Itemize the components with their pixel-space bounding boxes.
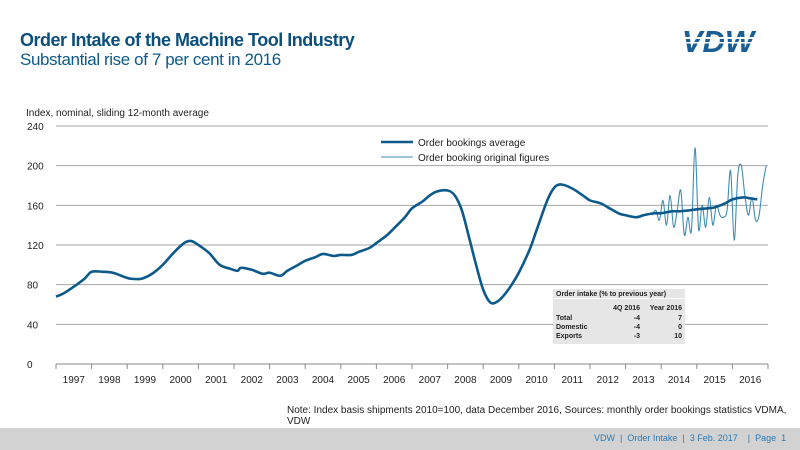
x-tick-label: 2009: [490, 375, 513, 386]
row-label: Domestic: [556, 324, 588, 331]
legend-label: Order booking original figures: [418, 153, 549, 164]
x-tick-label: 2016: [739, 375, 762, 386]
cell: -4: [633, 315, 640, 322]
table-row: Total -4 7: [556, 315, 682, 324]
cell: -4: [633, 324, 640, 331]
cell: -3: [633, 333, 640, 340]
x-tick-label: 2010: [525, 375, 548, 386]
table-divider: [553, 298, 685, 299]
x-tick-label: 2011: [561, 375, 583, 386]
footer-text: VDW | Order Intake | 3 Feb. 2017 | Page …: [594, 433, 787, 443]
x-tick-label: 2002: [241, 375, 264, 386]
x-tick-label: 2004: [312, 375, 335, 386]
footer-bar: [0, 428, 800, 450]
y-tick-label: 0: [27, 360, 33, 371]
y-tick-label: 80: [27, 281, 39, 292]
summary-table-title: Order intake (% to previous year): [556, 291, 667, 298]
svg-text:VDW: VDW: [682, 28, 757, 54]
x-tick-label: 2015: [703, 375, 726, 386]
vdw-logo: VDW: [668, 24, 768, 59]
y-tick-label: 160: [27, 201, 44, 212]
series-line-average: [55, 183, 758, 305]
y-axis-label: Index, nominal, sliding 12-month average: [26, 108, 209, 119]
y-tick-label: 240: [27, 122, 44, 133]
x-tick-label: 1998: [98, 375, 121, 386]
x-tick-label: 2007: [419, 375, 442, 386]
cell: 10: [674, 333, 682, 340]
x-tick-label: 2012: [597, 375, 620, 386]
y-tick-label: 120: [27, 241, 44, 252]
x-tick-label: 2013: [632, 375, 655, 386]
page-subtitle: Substantial rise of 7 per cent in 2016: [20, 50, 281, 69]
x-tick-label: 2006: [383, 375, 406, 386]
table-header-row: 4Q 2016 Year 2016: [556, 305, 682, 314]
page-title: Order Intake of the Machine Tool Industr…: [20, 30, 355, 50]
table-row: Domestic -4 0: [556, 324, 682, 333]
cell: 7: [678, 315, 682, 322]
y-tick-label: 40: [27, 320, 39, 331]
table-row: Exports -3 10: [556, 333, 682, 342]
x-tick-label: 1999: [134, 375, 157, 386]
x-tick-label: 2003: [276, 375, 299, 386]
col-header-year: Year 2016: [649, 305, 682, 312]
x-tick-label: 1997: [63, 375, 86, 386]
col-header-4q: 4Q 2016: [613, 305, 640, 312]
x-tick-label: 2014: [668, 375, 691, 386]
row-label: Total: [556, 315, 573, 322]
series-line-original: [651, 147, 767, 241]
order-intake-chart: 0 40 80 120 160 200 240 1997 1998 1999 2000 2001 200…: [27, 122, 769, 386]
x-tick-label: 2005: [347, 375, 370, 386]
x-tick-label: 2000: [169, 375, 192, 386]
legend-label: Order bookings average: [418, 138, 526, 149]
cell: 0: [678, 324, 682, 331]
row-label: Exports: [556, 333, 583, 340]
summary-table: Order intake (% to previous year) 4Q 201…: [553, 289, 685, 344]
source-note: Note: Index basis shipments 2010=100, da…: [287, 405, 787, 427]
x-tick-label: 2001: [205, 375, 228, 386]
y-tick-label: 200: [27, 162, 44, 173]
x-tick-label: 2008: [454, 375, 477, 386]
